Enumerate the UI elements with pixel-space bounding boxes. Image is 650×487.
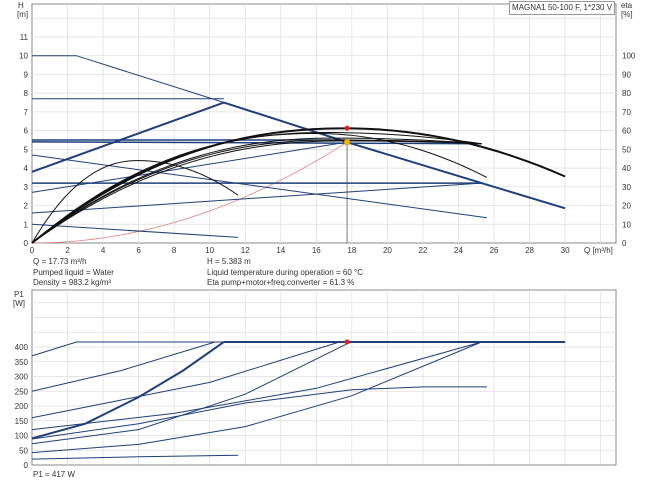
efficiency-curve [31,131,482,244]
y-tick-label: 0 [24,239,29,248]
y2-tick-label: 50 [622,145,631,154]
x-tick-label: 4 [101,246,106,255]
power-curve [31,341,340,419]
info-power: P1 = 417 W [33,470,76,479]
p1-tick-label: 400 [15,343,29,352]
p1-axis-unit: [W] [13,299,25,308]
x-axis-label: Q [m³/h] [584,246,613,255]
chart-title: MAGNA1 50-100 F, 1*230 V [509,1,615,15]
x-tick-label: 8 [172,246,177,255]
p1-tick-label: 250 [15,387,29,396]
y-tick-label: 5 [24,145,29,154]
power-curve [31,454,239,460]
x-tick-label: 6 [136,246,141,255]
y2-tick-label: 80 [622,89,631,98]
x-tick-label: 22 [418,246,427,255]
x-tick-label: 30 [561,246,570,255]
y-axis-unit: [m] [17,10,28,19]
y-tick-label: 4 [24,164,29,173]
power-curve [31,341,225,440]
eta-duty-point [344,125,350,131]
control-curve [31,141,482,145]
x-tick-label: 18 [347,246,356,255]
p1-tick-label: 50 [19,446,28,455]
efficiency-curve [31,140,482,244]
y2-tick-label: 90 [622,70,631,79]
efficiency-curve [31,132,488,244]
y2-axis-unit: [%] [621,10,633,19]
control-curve [31,141,348,193]
y2-axis-label: eta [621,1,633,10]
y2-tick-label: 40 [622,164,631,173]
power-duty-point [344,339,350,345]
x-tick-label: 12 [241,246,250,255]
power-curve [31,341,482,454]
power-curve [31,341,216,392]
y2-tick-label: 20 [622,202,631,211]
y-tick-label: 10 [19,52,28,61]
x-tick-label: 2 [65,246,70,255]
control-curve [31,223,239,238]
p1-tick-label: 300 [15,373,29,382]
y2-tick-label: 60 [622,127,631,136]
info-efficiency: Eta pump+motor+freq.converter = 61.3 % [207,278,355,287]
p1-axis-label: P1 [14,290,24,299]
system-curve [31,141,348,244]
control-curve [31,182,482,214]
x-tick-label: 14 [276,246,285,255]
y-tick-label: 3 [24,183,29,192]
y-axis-label: H [18,1,24,10]
x-tick-label: 26 [490,246,499,255]
y-tick-label: 6 [24,127,29,136]
y-tick-label: 2 [24,202,29,211]
x-tick-label: 10 [205,246,214,255]
efficiency-curve [31,139,482,244]
top-plot-frame [31,3,617,244]
x-tick-label: 24 [454,246,463,255]
y-tick-label: 11 [20,33,29,42]
info-temperature: Liquid temperature during operation = 60… [207,267,363,277]
power-curve [31,341,566,357]
y-tick-label: 1 [24,220,29,229]
info-head: H = 5.383 m [207,257,251,266]
p1-tick-label: 150 [15,417,29,426]
control-curve [31,101,225,173]
efficiency-curve [31,127,566,244]
x-tick-label: 28 [525,246,534,255]
x-tick-label: 20 [383,246,392,255]
y2-tick-label: 100 [622,52,636,61]
p1-tick-label: 0 [24,461,29,470]
control-curve [31,154,487,219]
control-curve [223,101,566,210]
x-tick-label: 16 [312,246,321,255]
efficiency-curve [31,137,482,244]
y2-tick-label: 10 [622,220,631,229]
y-tick-label: 9 [24,70,29,79]
y2-tick-label: 30 [622,183,631,192]
p1-tick-label: 100 [15,432,29,441]
bottom-plot-frame [31,289,617,466]
p1-tick-label: 350 [15,358,29,367]
y-tick-label: 7 [24,108,29,117]
x-tick-label: 0 [30,246,35,255]
p1-tick-label: 200 [15,402,29,411]
y-tick-label: 8 [24,89,29,98]
power-curve [31,343,347,445]
info-flow: Q = 17.73 m³/h [33,257,87,266]
info-density: Density = 983.2 kg/m³ [33,278,112,287]
power-curve [31,341,482,431]
y2-tick-label: 70 [622,108,631,117]
duty-point [343,138,351,146]
power-curve [31,386,487,440]
efficiency-curve [31,160,239,244]
control-curve [32,55,225,104]
y2-tick-label: 0 [622,239,627,248]
info-liquid: Pumped liquid = Water [33,267,114,277]
